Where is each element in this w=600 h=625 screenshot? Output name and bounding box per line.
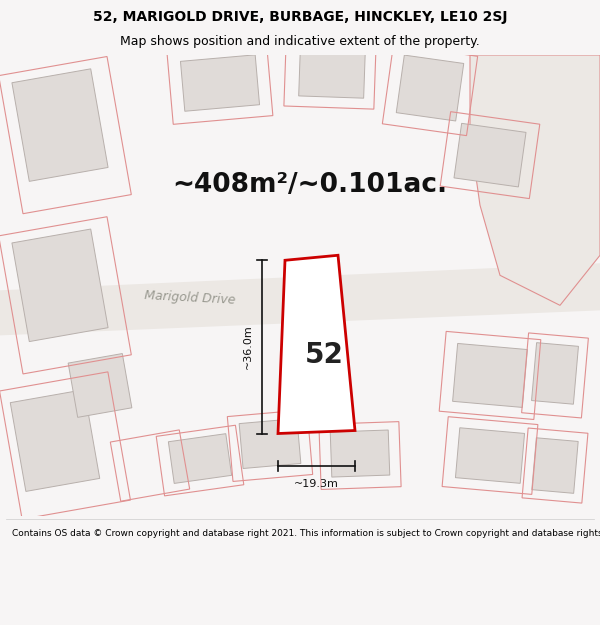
Polygon shape — [181, 55, 260, 111]
Text: ~19.3m: ~19.3m — [294, 479, 339, 489]
Polygon shape — [169, 434, 232, 483]
Polygon shape — [454, 123, 526, 187]
Text: Contains OS data © Crown copyright and database right 2021. This information is : Contains OS data © Crown copyright and d… — [12, 529, 600, 538]
Text: ~408m²/~0.101ac.: ~408m²/~0.101ac. — [172, 172, 448, 198]
Text: 52: 52 — [305, 341, 343, 369]
Polygon shape — [299, 48, 365, 98]
Text: Map shows position and indicative extent of the property.: Map shows position and indicative extent… — [120, 35, 480, 48]
Polygon shape — [12, 69, 108, 181]
Polygon shape — [455, 428, 524, 483]
Polygon shape — [278, 255, 355, 434]
Polygon shape — [532, 438, 578, 493]
Text: ~36.0m: ~36.0m — [243, 324, 253, 369]
Text: Marigold Drive: Marigold Drive — [144, 289, 236, 308]
Polygon shape — [0, 263, 600, 336]
Polygon shape — [452, 344, 527, 408]
Text: 52, MARIGOLD DRIVE, BURBAGE, HINCKLEY, LE10 2SJ: 52, MARIGOLD DRIVE, BURBAGE, HINCKLEY, L… — [93, 9, 507, 24]
Polygon shape — [68, 354, 132, 418]
Polygon shape — [470, 55, 600, 306]
Polygon shape — [12, 229, 108, 342]
Polygon shape — [532, 342, 578, 404]
Polygon shape — [239, 419, 301, 469]
Polygon shape — [330, 430, 390, 477]
Polygon shape — [10, 389, 100, 491]
Polygon shape — [396, 55, 464, 121]
